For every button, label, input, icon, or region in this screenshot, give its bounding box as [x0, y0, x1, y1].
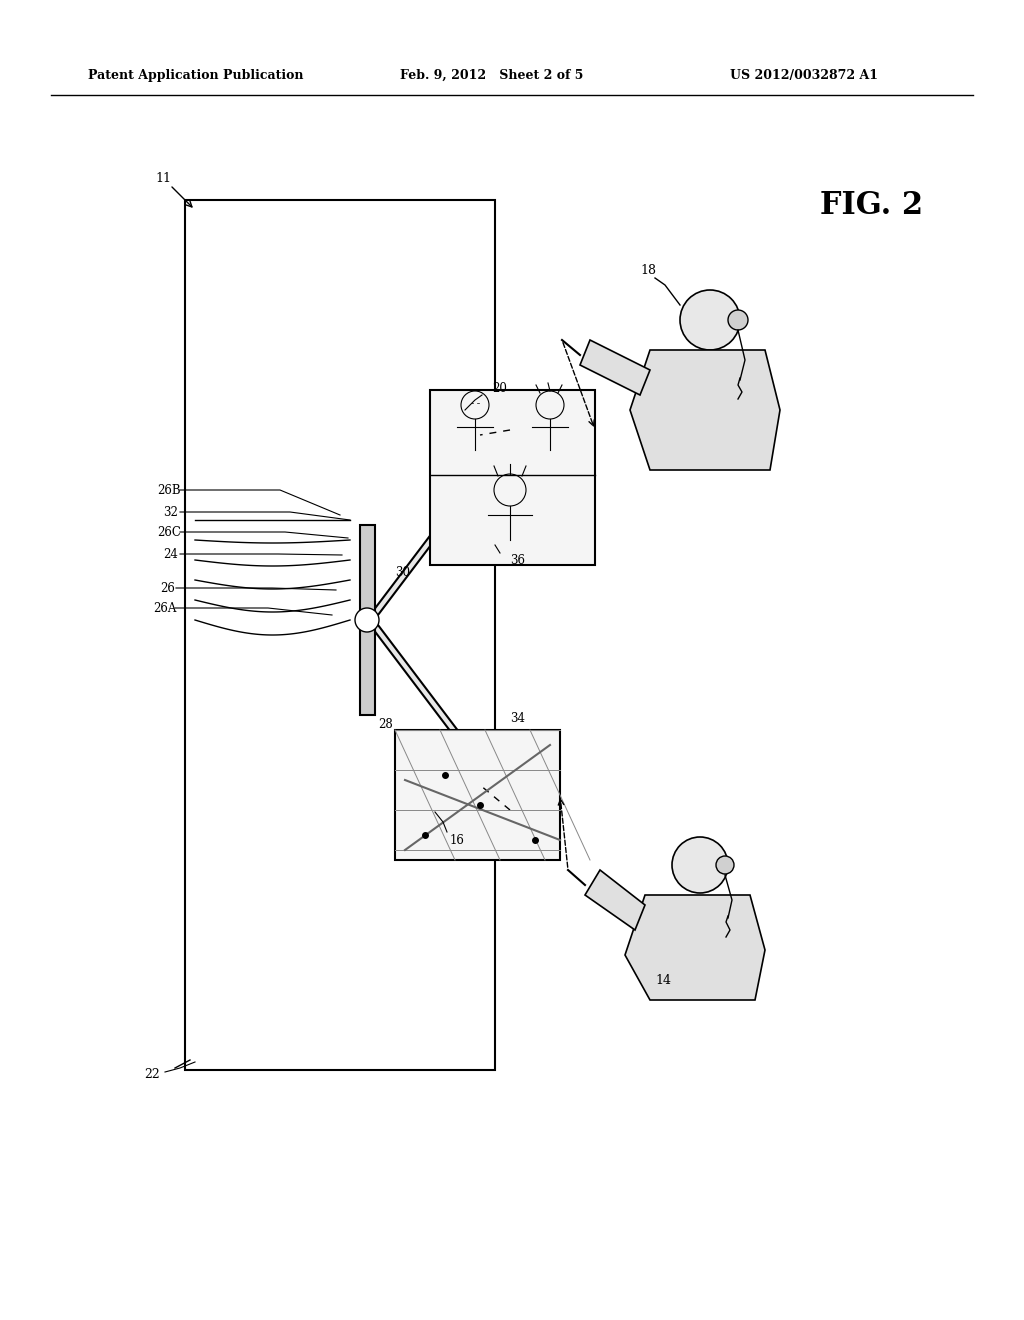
- Text: 14: 14: [655, 974, 671, 986]
- Bar: [395, 730, 560, 861]
- Text: 32: 32: [163, 506, 178, 519]
- Text: 18: 18: [640, 264, 656, 276]
- Text: US 2012/0032872 A1: US 2012/0032872 A1: [730, 69, 878, 82]
- Text: 20: 20: [492, 381, 507, 395]
- Text: 26A: 26A: [153, 602, 176, 615]
- Text: 11: 11: [155, 172, 171, 185]
- Text: Feb. 9, 2012   Sheet 2 of 5: Feb. 9, 2012 Sheet 2 of 5: [400, 69, 584, 82]
- Text: 36: 36: [510, 553, 525, 566]
- Polygon shape: [370, 430, 518, 615]
- Text: 26C: 26C: [157, 525, 181, 539]
- Circle shape: [355, 609, 379, 632]
- Polygon shape: [625, 895, 765, 1001]
- Text: 22: 22: [144, 1068, 160, 1081]
- Text: 26B: 26B: [157, 483, 180, 496]
- Bar: [430, 389, 595, 565]
- Text: Patent Application Publication: Patent Application Publication: [88, 69, 303, 82]
- Polygon shape: [580, 341, 650, 395]
- Text: 26: 26: [160, 582, 175, 594]
- Circle shape: [672, 837, 728, 894]
- Polygon shape: [585, 870, 645, 931]
- Circle shape: [728, 310, 748, 330]
- Text: FIG. 2: FIG. 2: [820, 190, 923, 220]
- Text: 34: 34: [510, 711, 525, 725]
- Text: 28: 28: [378, 718, 393, 731]
- Circle shape: [680, 290, 740, 350]
- Polygon shape: [630, 350, 780, 470]
- Bar: [360, 525, 375, 715]
- Circle shape: [716, 855, 734, 874]
- Text: 30: 30: [395, 565, 410, 578]
- Text: 16: 16: [450, 833, 465, 846]
- Polygon shape: [370, 624, 518, 810]
- Bar: [185, 201, 495, 1071]
- Text: 24: 24: [163, 548, 178, 561]
